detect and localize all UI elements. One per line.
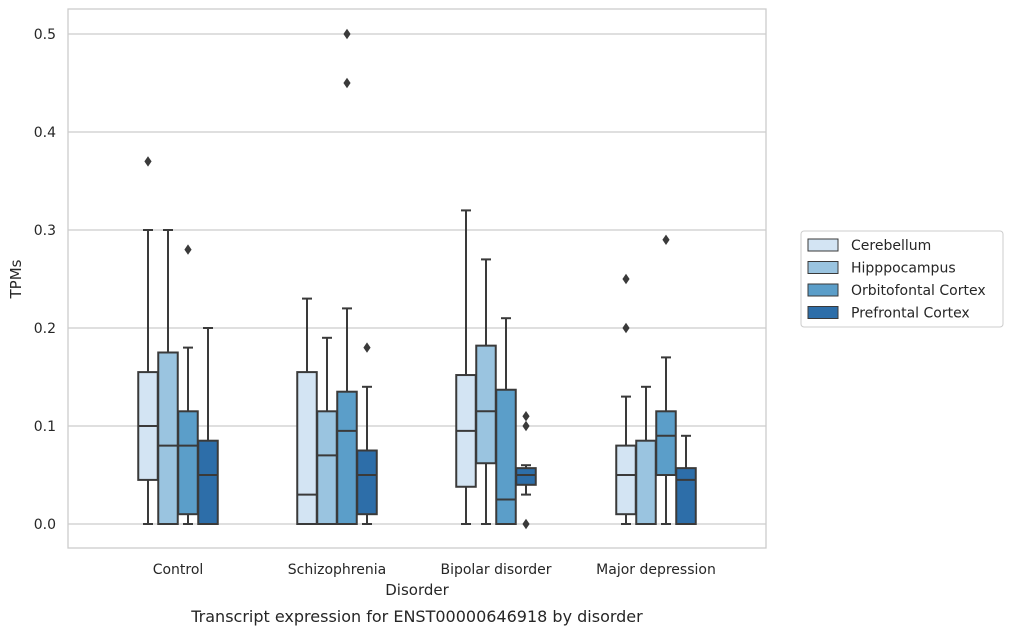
box-body	[157, 351, 179, 525]
outlier-point	[622, 273, 630, 285]
outlier-point	[343, 28, 351, 40]
box	[515, 411, 537, 530]
y-tick-labels: 0.0 0.1 0.2 0.3 0.4 0.5	[34, 27, 56, 533]
box-series	[137, 28, 697, 530]
box	[675, 434, 697, 526]
x-tick-label: Major depression	[596, 562, 716, 578]
box	[177, 244, 199, 525]
outlier-point	[184, 244, 192, 255]
box	[635, 385, 657, 526]
chart-caption: Transcript expression for ENST0000064691…	[190, 607, 643, 626]
box	[356, 342, 378, 525]
legend: Cerebellum Hipppocampus Orbitofontal Corte…	[800, 230, 1004, 328]
box-body	[177, 410, 199, 516]
box-body	[296, 371, 318, 525]
outlier-point	[343, 77, 351, 89]
box	[336, 28, 358, 526]
legend-swatch	[807, 261, 839, 274]
legend-swatch	[807, 306, 839, 319]
box	[455, 209, 477, 525]
x-tick-label: Bipolar disorder	[440, 562, 551, 578]
legend-swatch	[807, 238, 839, 252]
outlier-point	[522, 420, 530, 432]
outlier-point	[144, 156, 152, 167]
box	[197, 327, 219, 526]
box-body	[655, 410, 677, 476]
box-body	[316, 410, 338, 525]
y-tick-label: 0.3	[34, 223, 56, 239]
box	[495, 317, 517, 525]
box-body	[197, 439, 219, 526]
legend-label: Hipppocampus	[851, 261, 956, 277]
outlier-point	[622, 322, 630, 334]
box	[475, 258, 497, 525]
x-tick-label: Control	[153, 562, 204, 578]
outlier-point	[522, 518, 530, 530]
y-tick-label: 0.2	[34, 321, 56, 337]
box-body	[475, 344, 497, 465]
y-tick-label: 0.5	[34, 27, 56, 43]
y-axis-label: TPMs	[7, 259, 25, 299]
box-body	[635, 439, 657, 526]
plot-frame	[67, 8, 767, 549]
legend-frame	[800, 230, 1004, 328]
outlier-point	[522, 411, 530, 422]
box	[137, 156, 159, 525]
box-body	[615, 444, 637, 516]
box-body	[495, 388, 517, 525]
box-body	[356, 449, 378, 516]
box	[615, 273, 637, 525]
x-tick-label: Schizophrenia	[288, 562, 386, 578]
x-tick-labels: Control Schizophrenia Bipolar disorder Majo…	[153, 562, 716, 578]
legend-swatch	[807, 283, 839, 297]
outlier-point	[363, 342, 371, 353]
box-body	[515, 467, 537, 486]
box	[655, 234, 677, 525]
x-axis-label: Disorder	[385, 581, 449, 599]
legend-label: Orbitofontal Cortex	[851, 283, 986, 299]
y-tick-label: 0.4	[34, 125, 56, 141]
box-body	[675, 467, 697, 526]
y-tick-label: 0.0	[34, 517, 56, 533]
box	[157, 229, 179, 525]
outlier-point	[662, 234, 670, 245]
legend-label: Prefrontal Cortex	[851, 306, 970, 322]
box-body	[336, 390, 358, 526]
box	[316, 336, 338, 525]
legend-label: Cerebellum	[851, 238, 931, 254]
y-tick-label: 0.1	[34, 419, 56, 435]
box	[296, 297, 318, 525]
